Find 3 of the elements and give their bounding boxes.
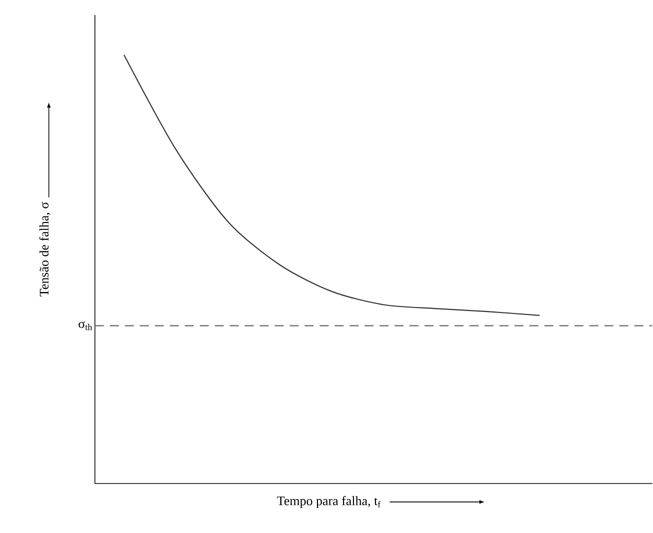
ref-line-label: σ$_{th}$ [78, 321, 92, 330]
x-axis-title: Tempo para falha, t$_{f}$ [277, 496, 381, 508]
y-axis-title: Tensão de falha, σ [39, 202, 50, 296]
